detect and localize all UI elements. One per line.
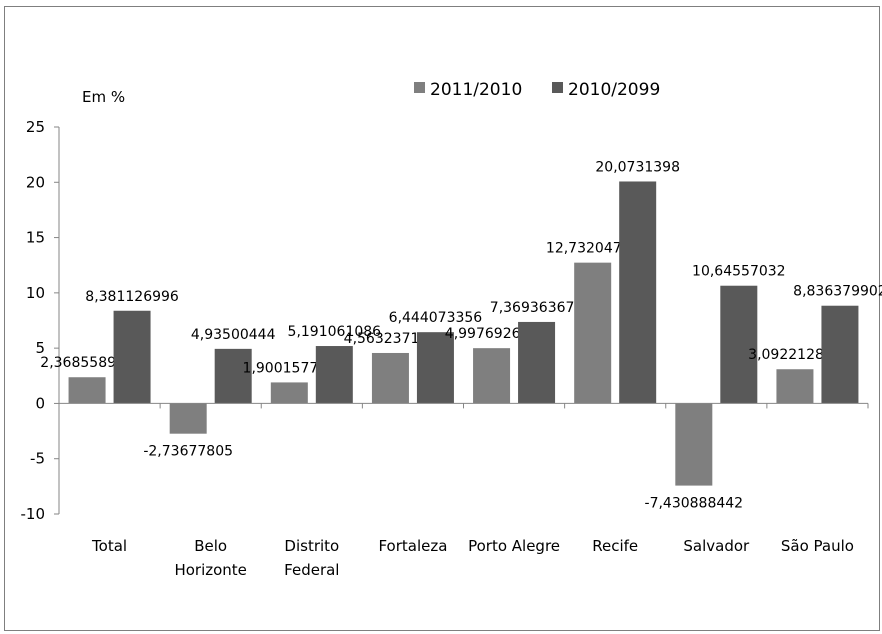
y-tick-label: 10 <box>26 284 45 302</box>
bar-1 <box>270 382 308 404</box>
data-label: 2,368558925 <box>40 355 134 371</box>
bar-1 <box>473 348 511 404</box>
data-label: 1,900157783 <box>243 360 337 376</box>
y-tick-label: -5 <box>30 450 45 468</box>
bar-1 <box>675 403 713 486</box>
bar-2 <box>821 305 859 404</box>
legend-label-2: 2010/2099 <box>568 80 660 100</box>
data-label: 4,997692624 <box>445 326 539 342</box>
y-tick-label: 15 <box>26 229 45 247</box>
category-label: Fortaleza <box>378 537 447 555</box>
data-label: 5,191061086 <box>288 324 382 340</box>
bar-2 <box>113 310 151 404</box>
bar-2 <box>214 348 252 404</box>
data-label: 20,0731398 <box>595 159 680 175</box>
bar-1 <box>776 369 814 404</box>
bar-2 <box>315 346 353 404</box>
data-label: 4,563237134 <box>344 331 438 347</box>
data-label: 6,444073356 <box>389 310 483 326</box>
data-label: -7,430888442 <box>645 496 744 512</box>
bar-2 <box>518 321 556 404</box>
data-label: 7,369363675 <box>490 300 584 316</box>
data-label: 12,73204799 <box>546 241 640 257</box>
y-tick-label: 20 <box>26 173 45 191</box>
category-label: Horizonte <box>174 561 246 579</box>
category-label: Distrito <box>284 537 339 555</box>
category-label: Federal <box>284 561 339 579</box>
y-tick-label: 0 <box>35 394 45 412</box>
bar-1 <box>371 352 409 404</box>
legend-label-1: 2011/2010 <box>430 80 522 100</box>
unit-label: Em % <box>82 88 125 106</box>
data-label: -2,73677805 <box>143 444 233 460</box>
category-label: Salvador <box>683 537 750 555</box>
y-tick-label: -10 <box>21 505 46 523</box>
category-label: Recife <box>592 537 638 555</box>
data-label: 4,93500444 <box>191 327 276 343</box>
category-label: São Paulo <box>781 537 854 555</box>
category-label: Belo <box>194 537 227 555</box>
bar-2 <box>720 285 758 404</box>
category-label: Total <box>91 537 127 555</box>
bar-2 <box>416 332 454 404</box>
bar-1 <box>574 262 612 404</box>
bar-1 <box>68 377 106 404</box>
y-tick-label: 5 <box>35 339 45 357</box>
data-label: 8,381126996 <box>85 289 179 305</box>
bar-2 <box>619 181 657 404</box>
legend-swatch-2 <box>552 82 563 93</box>
data-label: 3,092212828 <box>748 347 842 363</box>
bar-1 <box>169 403 207 434</box>
y-tick-label: 25 <box>26 118 45 136</box>
data-label: 10,64557032 <box>692 264 786 280</box>
legend-swatch-1 <box>414 82 425 93</box>
data-label: 8,836379902 <box>793 284 882 300</box>
category-label: Porto Alegre <box>468 537 560 555</box>
